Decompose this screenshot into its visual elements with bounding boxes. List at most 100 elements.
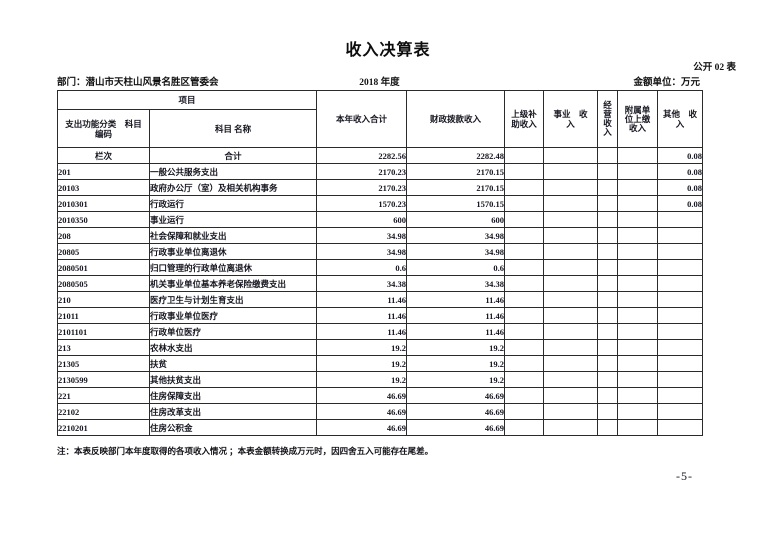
cell-total-income: 11.46 (316, 291, 408, 308)
cell-total-income: 34.38 (316, 275, 408, 292)
cell-code: 2130599 (57, 371, 150, 388)
income-statement-table: 项目 本年收入合计 财政拨款收入 上级补 助收入 事业 收 入 经 营 收 入 … (56, 90, 704, 436)
cell-business-income (543, 387, 599, 404)
table-row: 201 一般公共服务支出 2170.23 2170.15 0.08 (57, 163, 704, 180)
cell-business-income (543, 275, 599, 292)
cell-fiscal-appropriation: 34.98 (406, 243, 506, 260)
cell-operating-income (597, 259, 619, 276)
cell-fiscal-appropriation: 600 (406, 211, 506, 228)
cell-name: 政府办公厅（室）及相关机构事务 (148, 179, 318, 196)
cell-total-income: 19.2 (316, 371, 408, 388)
cell-name: 行政事业单位医疗 (148, 307, 318, 324)
cell-fiscal-appropriation: 2170.15 (406, 163, 506, 180)
cell-total-income: 34.98 (316, 243, 408, 260)
cell-operating-income (597, 339, 619, 356)
cell-business-income (543, 147, 599, 164)
cell-operating-income (597, 387, 619, 404)
cell-code: 2210201 (57, 419, 150, 436)
header-row-2: 支出功能分类 科目 编码 科目 名称 (57, 109, 703, 148)
cell-business-income (543, 291, 599, 308)
cell-business-income (543, 259, 599, 276)
cell-other-income (657, 211, 704, 228)
cell-total-income: 2170.23 (316, 163, 408, 180)
cell-superior-subsidy (504, 403, 545, 420)
cell-total-income: 0.6 (316, 259, 408, 276)
cell-fiscal-appropriation: 46.69 (406, 419, 506, 436)
cell-other-income (657, 307, 704, 324)
cell-other-income (657, 339, 704, 356)
cell-total-income: 2282.56 (316, 147, 408, 164)
cell-operating-income (597, 227, 619, 244)
cell-total-income: 1570.23 (316, 195, 408, 212)
cell-total-income: 11.46 (316, 307, 408, 324)
cell-total-income: 2170.23 (316, 179, 408, 196)
cell-affiliated-income (617, 179, 659, 196)
department-label: 部门：潜山市天柱山风景名胜区管委会 (57, 78, 219, 88)
cell-affiliated-income (617, 243, 659, 260)
cell-code: 22102 (57, 403, 150, 420)
cell-operating-income (597, 195, 619, 212)
cell-operating-income (597, 371, 619, 388)
cell-affiliated-income (617, 419, 659, 436)
cell-affiliated-income (617, 387, 659, 404)
cell-affiliated-income (617, 291, 659, 308)
header-function-code: 支出功能分类 科目 编码 (57, 109, 150, 148)
cell-operating-income (597, 307, 619, 324)
table-row: 2010350 事业运行 600 600 (57, 211, 704, 228)
cell-name: 医疗卫生与计划生育支出 (148, 291, 318, 308)
cell-affiliated-income (617, 195, 659, 212)
cell-business-income (543, 227, 599, 244)
table-row: 213 农林水支出 19.2 19.2 (57, 339, 704, 356)
cell-fiscal-appropriation: 19.2 (406, 339, 506, 356)
cell-code: 20103 (57, 179, 150, 196)
header-total-income: 本年收入合计 (316, 90, 408, 148)
cell-name: 事业运行 (148, 211, 318, 228)
cell-superior-subsidy (504, 211, 545, 228)
header-project: 项目 (56, 90, 318, 110)
cell-affiliated-income (617, 323, 659, 340)
cell-code: 2010350 (57, 211, 150, 228)
table-row: 2130599 其他扶贫支出 19.2 19.2 (57, 371, 704, 388)
cell-business-income (543, 179, 599, 196)
cell-fiscal-appropriation: 46.69 (406, 387, 506, 404)
cell-other-income: 0.08 (657, 163, 704, 180)
table-row: 2101101 行政单位医疗 11.46 11.46 (57, 323, 704, 340)
cell-other-income (657, 355, 704, 372)
cell-affiliated-income (617, 403, 659, 420)
cell-fiscal-appropriation: 2170.15 (406, 179, 506, 196)
cell-other-income (657, 227, 704, 244)
cell-fiscal-appropriation: 1570.15 (406, 195, 506, 212)
cell-superior-subsidy (504, 243, 545, 260)
cell-business-income (543, 355, 599, 372)
cell-operating-income (597, 291, 619, 308)
cell-code: 2080505 (57, 275, 150, 292)
cell-name: 行政事业单位离退休 (148, 243, 318, 260)
cell-affiliated-income (617, 211, 659, 228)
cell-affiliated-income (617, 227, 659, 244)
cell-name: 合计 (148, 147, 318, 164)
cell-other-income (657, 387, 704, 404)
cell-superior-subsidy (504, 227, 545, 244)
table-row: 21305 扶贫 19.2 19.2 (57, 355, 704, 372)
cell-other-income (657, 275, 704, 292)
cell-name: 住房保障支出 (148, 387, 318, 404)
cell-name: 归口管理的行政单位离退休 (148, 259, 318, 276)
cell-operating-income (597, 275, 619, 292)
cell-superior-subsidy (504, 179, 545, 196)
cell-code: 221 (57, 387, 150, 404)
cell-total-income: 46.69 (316, 419, 408, 436)
cell-code: 210 (57, 291, 150, 308)
cell-business-income (543, 403, 599, 420)
table-row: 221 住房保障支出 46.69 46.69 (57, 387, 704, 404)
table-row: 208 社会保障和就业支出 34.98 34.98 (57, 227, 704, 244)
cell-superior-subsidy (504, 259, 545, 276)
cell-business-income (543, 323, 599, 340)
cell-business-income (543, 339, 599, 356)
header-affiliated-income: 附属单 位上缴 收入 (617, 90, 659, 148)
cell-name: 机关事业单位基本养老保险缴费支出 (148, 275, 318, 292)
cell-total-income: 46.69 (316, 387, 408, 404)
cell-name: 社会保障和就业支出 (148, 227, 318, 244)
cell-business-income (543, 419, 599, 436)
cell-total-income: 46.69 (316, 403, 408, 420)
cell-name: 住房公积金 (148, 419, 318, 436)
